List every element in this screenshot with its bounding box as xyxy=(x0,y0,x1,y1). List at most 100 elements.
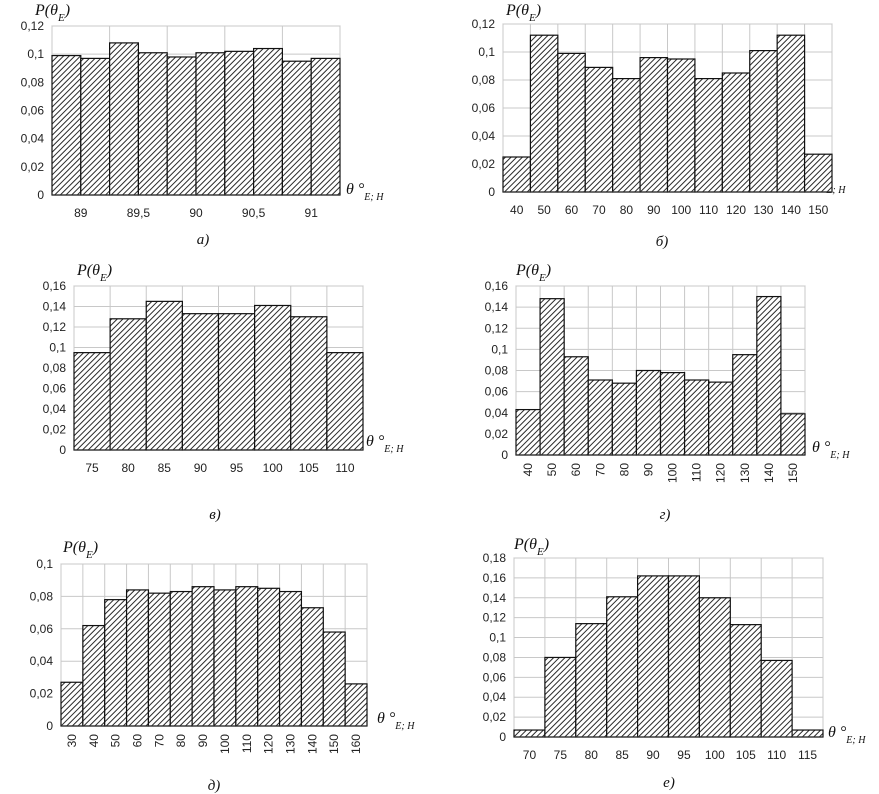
y-axis-label: P(θE) xyxy=(76,262,112,284)
histogram-bar xyxy=(780,413,806,456)
histogram-bar xyxy=(125,589,150,727)
histogram-bar xyxy=(776,34,806,193)
histogram-bar xyxy=(760,659,793,738)
x-tick-label: 105 xyxy=(299,461,319,475)
x-tick-label: 90 xyxy=(647,203,661,217)
histogram-bar xyxy=(217,313,256,451)
plot-area-f: 0 0,02 0,04 0,06 0,08 0,1 0,12 0,14 0,16 0,18 70 75… xyxy=(483,551,824,762)
histogram-bar xyxy=(539,298,565,456)
x-tick-label: 150 xyxy=(327,734,341,754)
histogram-bar xyxy=(310,57,341,196)
x-axis-label: θ °E; H xyxy=(812,439,850,461)
histogram-bar xyxy=(181,313,220,451)
histogram-bar xyxy=(326,352,364,451)
histogram-bar xyxy=(749,49,778,193)
x-tick-label: 80 xyxy=(617,463,631,477)
x-tick-label: 110 xyxy=(240,734,254,753)
histogram-bar xyxy=(612,77,641,193)
y-axis-label: P(θE) xyxy=(505,2,541,24)
plot-area-a: 0 0,02 0,04 0,06 0,08 0,1 0,12 89 89,5 90 90,5 91 xyxy=(21,19,341,220)
panel-a: P(θE) θ °E; H а) 0 0,02 0,04 0,06 0,08 0,1 0,1… xyxy=(21,2,385,248)
histogram-bar xyxy=(529,34,559,193)
x-tick-label: 40 xyxy=(521,463,535,477)
x-tick-label: 80 xyxy=(585,748,599,762)
histogram-bar xyxy=(708,381,734,456)
y-tick-label: 0,1 xyxy=(49,341,66,355)
histogram-bar xyxy=(169,590,193,727)
histogram-bar xyxy=(721,72,751,193)
x-tick-label: 90,5 xyxy=(242,206,266,220)
x-tick-label: 150 xyxy=(808,203,828,217)
histogram-bar xyxy=(166,56,197,196)
y-tick-label: 0,04 xyxy=(43,402,67,416)
y-tick-label: 0,12 xyxy=(21,19,45,33)
x-tick-label: 85 xyxy=(158,461,172,475)
histogram-bar xyxy=(80,57,111,196)
histogram-bar xyxy=(639,56,669,193)
y-tick-label: 0,14 xyxy=(43,300,67,314)
x-tick-label: 130 xyxy=(738,463,752,483)
x-tick-label: 100 xyxy=(218,734,232,754)
y-tick-label: 0,12 xyxy=(472,17,496,31)
x-tick-label: 85 xyxy=(615,748,629,762)
panel-c: P(θE) θ °E; H в) 0 0,02 0,04 0,06 0,08 0,1 0,1… xyxy=(43,262,405,523)
x-tick-label: 100 xyxy=(671,203,691,217)
y-tick-label: 0,04 xyxy=(21,132,45,146)
histogram-bar xyxy=(636,575,670,738)
histogram-bar xyxy=(513,729,546,738)
x-tick-label: 70 xyxy=(523,748,537,762)
y-tick-label: 0,16 xyxy=(43,279,67,293)
histogram-bar xyxy=(235,586,259,727)
plot-area-e: 0 0,02 0,04 0,06 0,08 0,1 30 40 50 60 70 80 90 100 110… xyxy=(30,557,368,754)
y-tick-label: 0,12 xyxy=(485,321,509,335)
panel-f: P(θE) θ °E; H е) 0 0,02 0,04 0,06 0,08 0,1 0,1… xyxy=(483,536,867,791)
y-tick-label: 0 xyxy=(37,188,44,202)
x-tick-label: 90 xyxy=(196,734,210,748)
panel-caption: в) xyxy=(209,507,221,523)
x-tick-label: 75 xyxy=(85,461,99,475)
y-tick-label: 0,06 xyxy=(30,622,54,636)
histogram-bar xyxy=(659,372,686,456)
x-tick-label: 95 xyxy=(230,461,244,475)
x-tick-label: 70 xyxy=(152,734,166,748)
y-tick-label: 0,02 xyxy=(21,160,45,174)
histogram-bar xyxy=(584,66,614,193)
x-tick-label: 110 xyxy=(699,203,718,217)
y-tick-label: 0,16 xyxy=(485,279,509,293)
histogram-bar xyxy=(108,42,139,196)
histogram-bar xyxy=(791,729,824,738)
x-tick-label: 80 xyxy=(174,734,188,748)
y-tick-label: 0,06 xyxy=(21,104,45,118)
y-tick-label: 0,08 xyxy=(30,589,54,603)
x-tick-label: 60 xyxy=(131,734,145,748)
x-axis-label: θ °E; H xyxy=(377,710,415,732)
histogram-bar xyxy=(253,47,284,196)
histogram-bar xyxy=(60,681,84,727)
histogram-bar xyxy=(515,408,541,456)
panel-e: P(θE) θ °E; H д) 0 0,02 0,04 0,06 0,08 0,1 30 4… xyxy=(30,539,416,794)
histogram-bar xyxy=(587,379,613,456)
y-axis-label: P(θE) xyxy=(34,2,70,24)
x-tick-label: 89 xyxy=(74,206,88,220)
y-tick-label: 0,1 xyxy=(36,557,53,571)
histogram-bar xyxy=(254,304,292,451)
histogram-bar xyxy=(257,587,281,727)
y-tick-label: 0,06 xyxy=(43,382,67,396)
x-axis-label: θ °E; H xyxy=(346,181,384,203)
x-tick-label: 30 xyxy=(65,734,79,748)
x-tick-label: 100 xyxy=(705,748,725,762)
x-tick-label: 120 xyxy=(714,463,728,483)
histogram-bar xyxy=(104,599,128,727)
histogram-bar xyxy=(195,52,226,196)
x-tick-label: 40 xyxy=(510,203,524,217)
histogram-bar xyxy=(694,77,723,193)
histogram-bar xyxy=(145,300,183,451)
y-tick-label: 0,16 xyxy=(483,571,507,585)
panel-caption: г) xyxy=(660,507,671,523)
y-axis-label: P(θE) xyxy=(62,539,98,561)
panel-d: P(θE) θ °E; H г) 0 0,02 0,04 0,06 0,08 0,1 0,1… xyxy=(485,262,851,523)
y-tick-label: 0 xyxy=(488,185,495,199)
histogram-bar xyxy=(137,52,168,196)
x-tick-label: 50 xyxy=(109,734,123,748)
histogram-bar xyxy=(224,50,255,196)
